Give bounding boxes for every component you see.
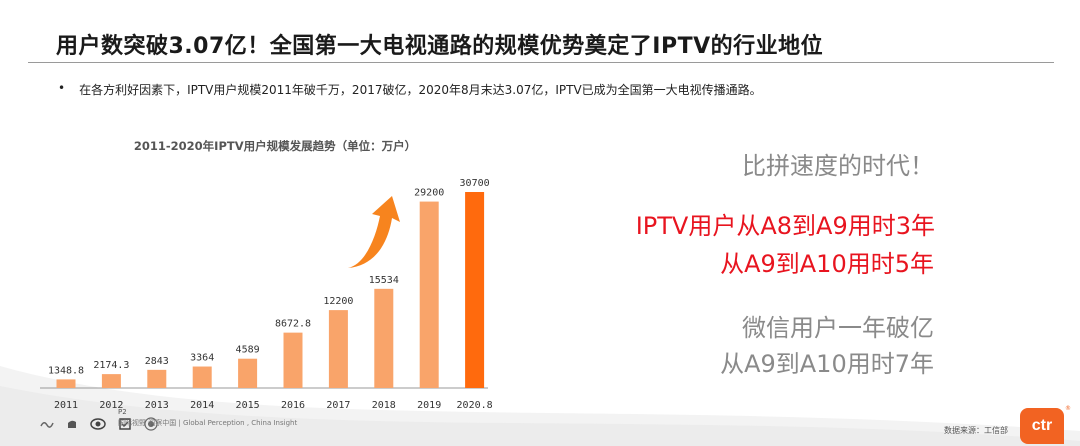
bar-2017 bbox=[328, 310, 348, 388]
badge-icon bbox=[119, 418, 131, 430]
bar-2015 bbox=[238, 358, 258, 388]
bar-chart: 1348.8 2011 2174.3 2012 2843 2013 3364 2014 4589… bbox=[40, 178, 493, 411]
page-number: P2 bbox=[118, 408, 127, 416]
tick-label-2011: 2011 bbox=[54, 400, 78, 411]
side-grey-line-2: 从A9到A10用时7年 bbox=[720, 350, 934, 378]
bullet-marker: • bbox=[58, 81, 66, 95]
value-label-2014: 3364 bbox=[190, 353, 214, 364]
up-arrow bbox=[348, 196, 400, 268]
tick-label-2017: 2017 bbox=[326, 400, 350, 411]
value-label-2016: 8672.8 bbox=[275, 319, 311, 330]
page-title: 用户数突破3.07亿！全国第一大电视通路的规模优势奠定了IPTV的行业地位 bbox=[56, 34, 824, 59]
data-source: 数据来源：工信部 bbox=[944, 426, 1008, 435]
hand-icon bbox=[68, 420, 76, 428]
value-label-2019: 29200 bbox=[414, 188, 444, 199]
tick-label-2012: 2012 bbox=[99, 400, 123, 411]
bar-2020.8 bbox=[465, 192, 485, 388]
bar-2018 bbox=[374, 288, 394, 388]
bar-2019 bbox=[419, 201, 439, 388]
target-icon bbox=[144, 417, 158, 431]
footer-tagline: 国际视野 洞察中国 | Global Perception , China In… bbox=[118, 419, 298, 427]
value-label-2017: 12200 bbox=[323, 296, 353, 307]
bar-2014 bbox=[192, 366, 212, 388]
side-grey-line-1: 微信用户一年破亿 bbox=[742, 314, 934, 342]
bar-2013 bbox=[147, 369, 167, 388]
tick-label-2014: 2014 bbox=[190, 400, 214, 411]
eye-icon bbox=[90, 418, 106, 430]
value-label-2018: 15534 bbox=[369, 275, 399, 286]
ctr-logo: ctr bbox=[1020, 408, 1064, 444]
chart-title: 2011-2020年IPTV用户规模发展趋势（单位：万户） bbox=[133, 139, 417, 153]
tick-label-2015: 2015 bbox=[236, 400, 260, 411]
value-label-2020.8: 30700 bbox=[460, 178, 490, 189]
bar-2016 bbox=[283, 332, 303, 388]
wave-icon bbox=[40, 422, 54, 428]
value-label-2013: 2843 bbox=[145, 356, 169, 367]
bar-2012 bbox=[101, 374, 121, 388]
value-label-2011: 1348.8 bbox=[48, 365, 84, 376]
tick-label-2020.8: 2020.8 bbox=[457, 400, 493, 411]
registered-mark: ® bbox=[1065, 405, 1071, 412]
bullet-point: • 在各方利好因素下，IPTV用户规模2011年破千万，2017破亿，2020年… bbox=[58, 81, 762, 98]
tick-label-2018: 2018 bbox=[372, 400, 396, 411]
bullet-text: 在各方利好因素下，IPTV用户规模2011年破千万，2017破亿，2020年8月… bbox=[79, 83, 762, 97]
side-red-line-2: 从A9到A10用时5年 bbox=[720, 250, 934, 278]
footer-icons bbox=[40, 416, 158, 432]
side-red-line-1: IPTV用户从A8到A9用时3年 bbox=[635, 212, 935, 240]
value-label-2012: 2174.3 bbox=[93, 360, 129, 371]
tick-label-2016: 2016 bbox=[281, 400, 305, 411]
value-label-2015: 4589 bbox=[236, 345, 260, 356]
tick-label-2013: 2013 bbox=[145, 400, 169, 411]
title-divider bbox=[28, 62, 1054, 63]
side-headline: 比拼速度的时代！ bbox=[742, 152, 934, 180]
tick-label-2019: 2019 bbox=[417, 400, 441, 411]
bar-2011 bbox=[56, 379, 76, 388]
